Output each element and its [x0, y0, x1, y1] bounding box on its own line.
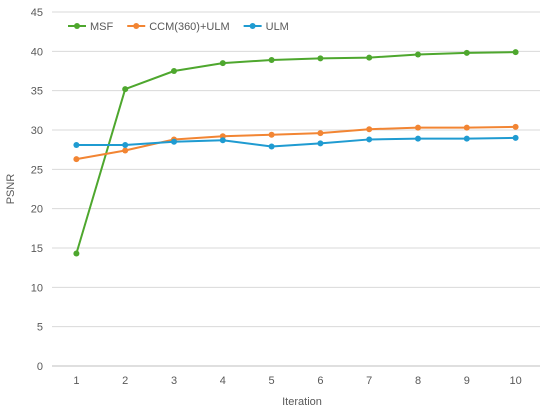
legend-swatch-marker [249, 23, 256, 29]
series-ccm-360-ulm [73, 123, 519, 163]
data-point [171, 138, 177, 145]
data-point [171, 68, 177, 74]
x-tick-label: 4 [220, 375, 226, 387]
data-point [366, 126, 373, 133]
legend-item: CCM(360)+ULM [127, 21, 230, 33]
series-line [76, 136, 516, 148]
series-line [76, 125, 516, 161]
x-tick-label: 5 [269, 375, 275, 387]
y-tick-label: 40 [31, 46, 43, 58]
data-point [268, 131, 275, 138]
legend-label: ULM [266, 21, 289, 33]
legend-label: MSF [90, 21, 114, 33]
y-tick-label: 5 [37, 322, 43, 334]
legend: MSF CCM(360)+ULM ULM [68, 21, 289, 33]
data-point [73, 250, 80, 257]
data-point [73, 141, 80, 148]
y-tick-label: 45 [31, 7, 43, 19]
y-tick-label: 0 [37, 361, 43, 373]
gridlines [52, 11, 540, 328]
data-point [415, 124, 421, 131]
data-point [317, 140, 324, 147]
x-tick-label: 2 [122, 375, 128, 387]
x-tick-label: 1 [73, 375, 79, 387]
data-point [219, 60, 226, 67]
data-point [122, 86, 129, 93]
series-line [75, 51, 516, 254]
data-point [268, 143, 275, 150]
data-point [463, 49, 470, 56]
data-point [463, 124, 470, 131]
y-tick-label: 35 [31, 86, 43, 98]
data-point [122, 147, 129, 154]
y-tick-label: 25 [31, 164, 43, 176]
legend-swatch-marker [74, 23, 80, 29]
data-point [317, 55, 324, 62]
data-point [366, 136, 373, 143]
legend-swatch-marker [133, 23, 140, 29]
data-point [73, 156, 80, 163]
data-point [415, 51, 421, 58]
x-tick-label: 10 [509, 375, 521, 387]
series-ulm [73, 134, 519, 150]
data-point [268, 56, 275, 63]
data-point [219, 137, 226, 144]
x-tick-label: 7 [366, 375, 372, 387]
x-tick-label: 6 [317, 375, 323, 387]
legend-label: CCM(360)+ULM [149, 21, 229, 33]
y-tick-label: 20 [31, 204, 43, 216]
data-point [512, 134, 519, 141]
data-point [366, 54, 373, 61]
data-point [463, 135, 470, 142]
y-tick-label: 15 [31, 243, 43, 255]
x-axis-title: Iteration [282, 396, 322, 408]
x-tick-label: 9 [464, 375, 470, 387]
data-point [122, 141, 129, 148]
data-point [415, 135, 421, 142]
y-tick-label: 30 [31, 125, 43, 137]
data-point [317, 130, 324, 137]
data-point [512, 49, 519, 56]
x-tick-label: 8 [415, 375, 421, 387]
legend-item: ULM [243, 21, 289, 33]
x-tick-label: 3 [171, 375, 177, 387]
series-lines [73, 49, 519, 257]
series-msf [73, 49, 519, 257]
legend-item: MSF [68, 21, 114, 33]
data-point [512, 123, 519, 130]
y-axis-title: PSNR [5, 174, 17, 205]
y-tick-label: 10 [31, 282, 43, 294]
